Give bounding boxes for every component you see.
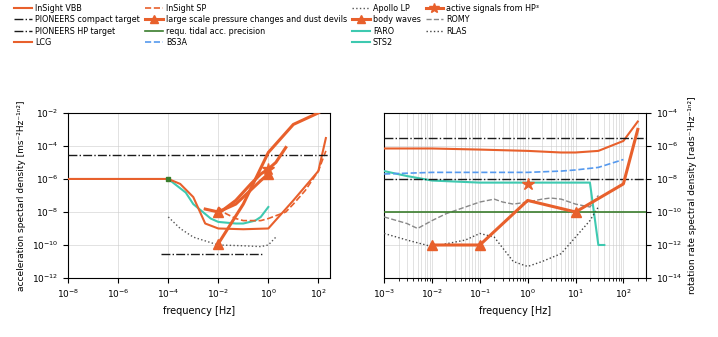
Y-axis label: rotation rate spectral density [rads⁻¹Hz⁻¹ⁿ²]: rotation rate spectral density [rads⁻¹Hz… — [688, 97, 697, 294]
Y-axis label: acceleration spectarl density [ms⁻²Hz⁻¹ⁿ²]: acceleration spectarl density [ms⁻²Hz⁻¹ⁿ… — [17, 100, 27, 291]
X-axis label: frequency [Hz]: frequency [Hz] — [163, 306, 236, 316]
X-axis label: frequency [Hz]: frequency [Hz] — [479, 306, 551, 316]
Legend: InSight VBB, PIONEERS compact target, PIONEERS HP target, LCG, InSight SP, large: InSight VBB, PIONEERS compact target, PI… — [11, 1, 543, 50]
